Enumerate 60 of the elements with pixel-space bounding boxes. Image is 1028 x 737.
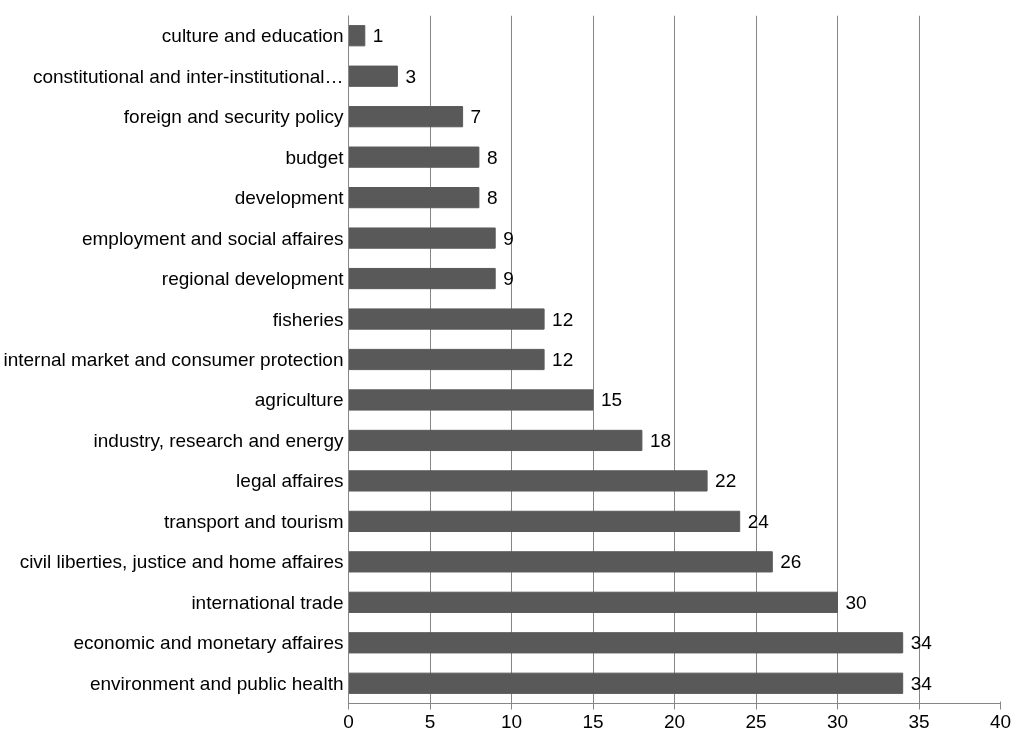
y-tick-label: environment and public health [90, 672, 344, 694]
x-tick-label: 20 [663, 710, 686, 732]
bar [348, 551, 773, 573]
x-tick-label: 10 [500, 710, 523, 732]
data-label: 12 [552, 349, 574, 370]
data-label: 1 [372, 25, 384, 47]
x-tick-label: 15 [582, 710, 604, 732]
data-label: 8 [486, 146, 498, 168]
bar [348, 65, 398, 87]
data-label: 26 [780, 551, 802, 573]
bar [348, 227, 496, 249]
data-label: 12 [552, 308, 574, 330]
y-tick-label: employment and social affaires [81, 227, 344, 249]
y-tick-label: development [234, 187, 345, 209]
data-label: 7 [470, 106, 482, 128]
x-tick-label: 30 [826, 710, 849, 732]
x-tick-label: 5 [424, 710, 436, 732]
data-label: 8 [486, 187, 498, 209]
bar [348, 389, 594, 411]
y-tick-label: budget [285, 146, 345, 168]
x-tick-label: 35 [908, 710, 930, 732]
y-tick-label: industry, research and energy [93, 429, 344, 451]
bar [348, 267, 496, 290]
bar [348, 510, 741, 532]
bar [348, 632, 904, 654]
y-tick-label: international trade [191, 591, 344, 613]
data-label: 18 [649, 429, 672, 451]
data-label: 22 [715, 470, 737, 492]
y-tick-label: economic and monetary affaires [73, 632, 344, 654]
y-tick-label: internal market and consumer protection [3, 349, 344, 370]
data-label: 3 [405, 65, 416, 87]
bar [348, 591, 838, 613]
x-tick-label: 40 [989, 710, 1012, 732]
bar [348, 106, 464, 128]
data-label: 30 [845, 591, 867, 613]
bar [348, 672, 904, 694]
x-tick-label: 0 [343, 710, 354, 732]
y-tick-label: civil liberties, justice and home affaires [19, 551, 344, 573]
bar [348, 308, 545, 330]
data-label: 24 [747, 510, 770, 532]
bar [348, 146, 480, 168]
bar [348, 348, 545, 371]
data-label: 9 [503, 268, 514, 290]
y-tick-label: constitutional and inter-institutional… [33, 65, 344, 87]
bar [348, 25, 366, 47]
bar [348, 470, 708, 492]
y-tick-label: fisheries [272, 308, 344, 330]
data-label: 15 [601, 389, 623, 411]
y-tick-label: culture and education [161, 25, 344, 47]
y-tick-label: transport and tourism [163, 510, 344, 532]
bar [348, 187, 480, 209]
data-label: 34 [910, 672, 933, 694]
y-tick-label: foreign and security policy [123, 106, 344, 128]
data-label: 34 [910, 632, 933, 654]
data-label: 9 [503, 227, 514, 249]
y-tick-label: legal affaires [236, 470, 344, 492]
y-tick-label: regional development [161, 268, 345, 290]
y-tick-label: agriculture [254, 389, 344, 411]
bar [348, 429, 643, 452]
x-tick-label: 25 [745, 710, 767, 732]
